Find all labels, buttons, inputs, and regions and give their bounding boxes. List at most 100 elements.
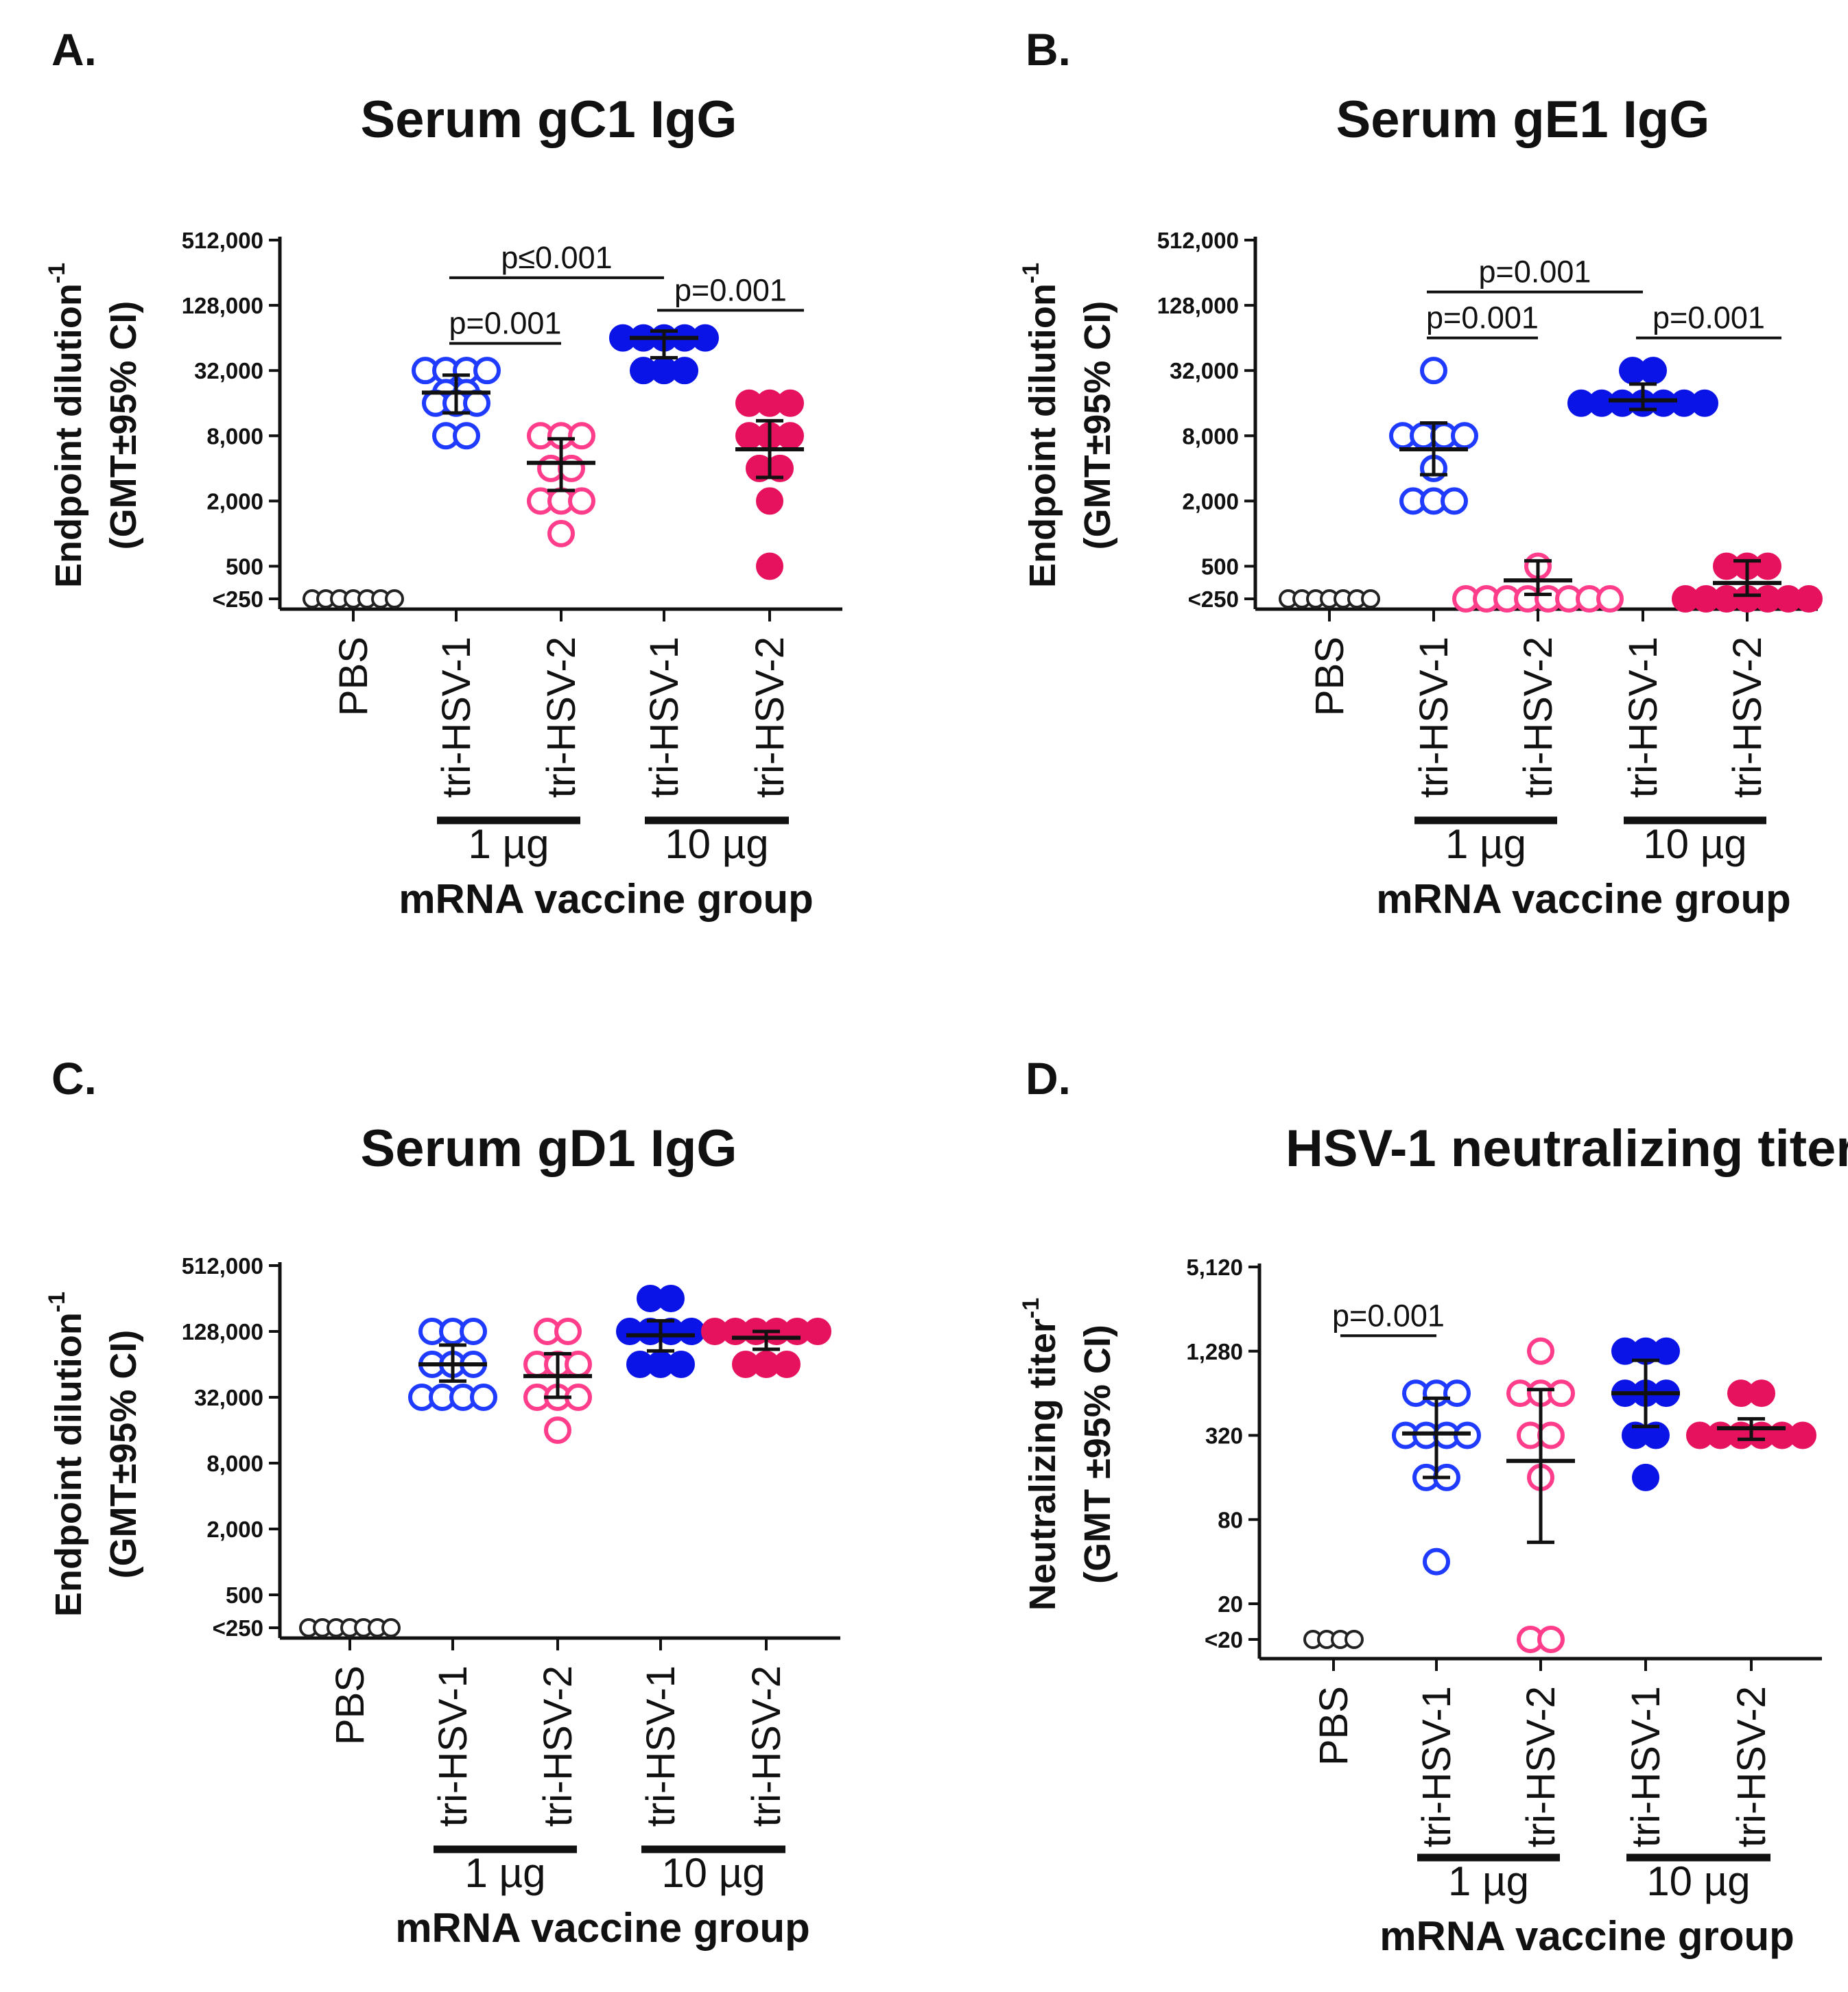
panel-letter: B.: [1026, 24, 1071, 75]
data-point: [385, 589, 404, 608]
y-tick-label: 32,000: [194, 1385, 263, 1410]
data-point: [804, 1318, 831, 1345]
dose-group-label: 1 µg: [469, 821, 549, 867]
chart-title: HSV-1 neutralizing titer: [1286, 1119, 1848, 1178]
y-axis-label-superscript: -1: [44, 263, 70, 283]
y-tick-label: <250: [213, 1615, 263, 1641]
data-point: [1795, 585, 1823, 613]
data-point: [777, 389, 804, 417]
x-axis-label: mRNA vaccine group: [395, 1905, 810, 1951]
y-tick-label: 32,000: [1170, 358, 1239, 383]
data-point: [1596, 585, 1624, 613]
data-point: [678, 1318, 705, 1345]
chart-title: Serum gD1 IgG: [361, 1119, 737, 1178]
y-tick-label: <20: [1205, 1627, 1243, 1652]
data-point: [558, 454, 585, 482]
x-tick-label: tri-HSV-1: [1621, 637, 1666, 798]
series-4: [701, 1318, 831, 1378]
data-point: [470, 1384, 497, 1411]
series-1: [1392, 1379, 1481, 1576]
chart-title: Serum gC1 IgG: [361, 91, 737, 149]
y-axis-label: Endpoint dilution-1: [1018, 263, 1063, 588]
x-tick-label: PBS: [331, 637, 376, 716]
p-value-label: p≤0.001: [501, 240, 612, 275]
p-value-label: p=0.001: [1652, 300, 1765, 335]
data-point: [1789, 1421, 1816, 1449]
data-point: [1527, 1337, 1554, 1365]
y-axis-label-main: Endpoint dilution: [48, 283, 89, 588]
x-tick-label: tri-HSV-2: [1519, 1686, 1563, 1847]
x-tick-label: tri-HSV-1: [639, 1665, 683, 1827]
y-tick-label: 5,120: [1186, 1255, 1243, 1280]
data-point: [756, 487, 783, 515]
y-tick-label: <250: [1188, 586, 1239, 612]
series-0: [299, 1618, 401, 1637]
y-tick-label: 2,000: [206, 488, 263, 514]
series-4: [1672, 552, 1823, 613]
data-point: [565, 1351, 592, 1378]
data-point: [547, 519, 575, 547]
data-point: [554, 1318, 582, 1345]
y-tick-label: 20: [1218, 1591, 1243, 1617]
data-point: [777, 422, 804, 450]
series-2: [523, 1318, 592, 1444]
y-axis-label-main: Endpoint dilution: [48, 1312, 89, 1617]
y-tick-label: 128,000: [182, 1319, 263, 1344]
data-point: [568, 487, 595, 515]
y-axis-label: Endpoint dilution-1: [44, 1292, 89, 1617]
data-point: [1537, 1421, 1565, 1449]
series-3: [609, 324, 719, 385]
x-tick-label: tri-HSV-2: [1729, 1686, 1774, 1847]
data-point: [1451, 422, 1478, 450]
y-tick-label: 500: [226, 554, 263, 579]
dose-group-label: 1 µg: [1448, 1858, 1529, 1904]
y-tick-label: 2,000: [1182, 488, 1239, 514]
y-tick-label: 512,000: [1157, 228, 1239, 253]
x-tick-label: tri-HSV-1: [642, 637, 687, 798]
panel-a: A. Serum gC1 IgG Endpoint dilution-1 (GMT±9…: [44, 24, 842, 922]
data-point: [671, 357, 698, 385]
series-0: [303, 589, 404, 608]
data-point: [544, 1416, 571, 1444]
data-point: [657, 1285, 685, 1312]
y-tick-label: 128,000: [1157, 293, 1239, 318]
series-3: [616, 1285, 705, 1378]
data-point: [1691, 389, 1718, 417]
y-tick-label: 512,000: [182, 1253, 263, 1279]
data-point: [1548, 1379, 1575, 1408]
x-tick-label: tri-HSV-1: [1624, 1686, 1668, 1847]
panel-letter: D.: [1026, 1053, 1071, 1104]
series-2: [1506, 1337, 1575, 1653]
p-value-label: p=0.001: [449, 306, 562, 341]
x-tick-label: tri-HSV-2: [744, 1665, 789, 1827]
data-point: [1420, 357, 1447, 385]
y-tick-label: 8,000: [206, 1451, 263, 1476]
y-tick-label: 512,000: [182, 228, 263, 253]
series-4: [735, 389, 804, 580]
x-axis-label: mRNA vaccine group: [1379, 1913, 1794, 1959]
y-tick-label: 8,000: [206, 423, 263, 449]
data-point: [1639, 357, 1667, 385]
y-tick-label: 1,280: [1186, 1339, 1243, 1364]
y-axis-label-main: Endpoint dilution: [1022, 283, 1063, 588]
series-1: [408, 1318, 497, 1411]
y-tick-label: 500: [226, 1582, 263, 1608]
data-point: [1642, 1421, 1670, 1449]
chart-title: Serum gE1 IgG: [1336, 91, 1710, 149]
y-axis-label-units: (GMT±95% CI): [103, 1330, 144, 1579]
data-point: [1754, 552, 1781, 580]
data-point: [1748, 1379, 1775, 1408]
data-point: [568, 422, 595, 450]
data-point: [460, 1318, 487, 1345]
x-tick-label: tri-HSV-2: [1516, 637, 1561, 798]
y-tick-label: 80: [1218, 1507, 1243, 1532]
panel-letter: C.: [51, 1053, 97, 1104]
dose-group-label: 1 µg: [1445, 821, 1526, 867]
x-tick-label: tri-HSV-2: [539, 637, 584, 798]
data-point: [667, 1351, 695, 1378]
y-axis-label-superscript: -1: [1018, 1298, 1044, 1318]
data-point: [1441, 487, 1468, 515]
p-value-label: p=0.001: [674, 272, 787, 307]
y-axis-label: Neutralizing titer-1: [1018, 1298, 1063, 1611]
